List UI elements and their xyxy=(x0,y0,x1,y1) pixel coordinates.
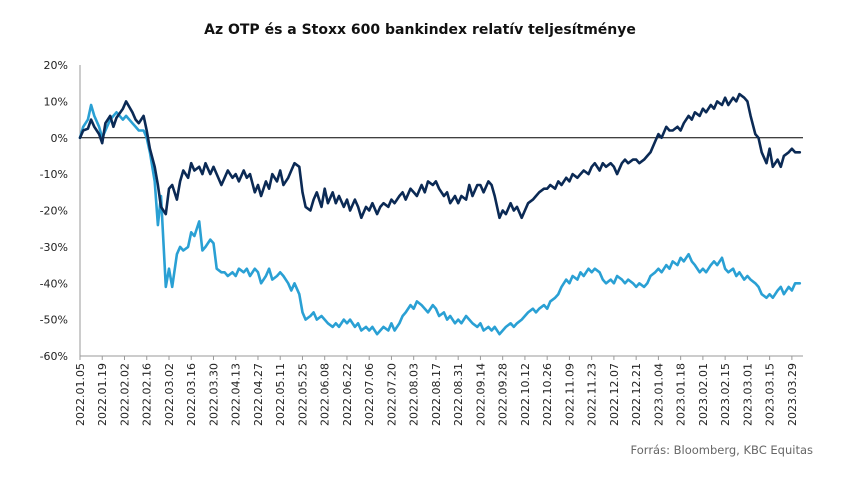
chart-title: Az OTP és a Stoxx 600 bankindex relatív … xyxy=(204,22,636,38)
y-tick-label: -10% xyxy=(40,168,68,181)
x-tick-label: 2022.08.31 xyxy=(452,363,465,426)
source-note: Forrás: Bloomberg, KBC Equitas xyxy=(631,443,813,457)
x-axis: 2022.01.05 2022.01.19 2022.02.02 2022.02.16… xyxy=(74,355,803,426)
x-tick-label: 2022.05.11 xyxy=(274,363,287,426)
y-tick-label: -50% xyxy=(40,314,68,327)
series-line-light xyxy=(78,103,802,336)
y-axis: 20% 10% 0% -10% -20% -30% -40% -50% -60% xyxy=(40,59,803,363)
series-line-dark xyxy=(78,92,802,220)
x-tick-label: 2022.06.22 xyxy=(341,363,354,426)
x-tick-label: 2022.10.26 xyxy=(541,363,554,426)
x-tick-label: 2022.09.14 xyxy=(474,363,487,426)
x-tick-label: 2022.12.21 xyxy=(630,363,643,426)
x-tick-label: 2022.10.12 xyxy=(519,363,532,426)
y-tick-label: -40% xyxy=(40,277,68,290)
y-tick-label: 10% xyxy=(44,95,68,108)
y-tick-label: -30% xyxy=(40,241,68,254)
x-tick-label: 2022.01.19 xyxy=(96,363,109,426)
x-tick-label: 2023.03.15 xyxy=(764,363,777,426)
x-tick-label: 2022.03.30 xyxy=(207,363,220,426)
x-tick-label: 2022.06.08 xyxy=(319,363,332,426)
x-tick-label: 2022.03.02 xyxy=(163,363,176,426)
x-tick-label: 2022.11.09 xyxy=(563,363,576,426)
x-tick-label: 2022.08.03 xyxy=(408,363,421,426)
x-tick-label: 2022.02.02 xyxy=(118,363,131,426)
x-tick-label: 2022.03.16 xyxy=(185,363,198,426)
x-tick-label: 2022.07.06 xyxy=(363,363,376,426)
x-tick-label: 2022.08.17 xyxy=(430,363,443,426)
y-tick-label: -20% xyxy=(40,205,68,218)
y-tick-label: -60% xyxy=(40,350,68,363)
y-tick-label: 0% xyxy=(51,132,68,145)
x-tick-label: 2022.09.28 xyxy=(497,363,510,426)
series-group xyxy=(78,92,802,336)
x-tick-label: 2023.03.29 xyxy=(786,363,799,426)
x-tick-label: 2023.01.04 xyxy=(652,363,665,426)
x-tick-label: 2022.01.05 xyxy=(74,363,87,426)
x-tick-label: 2022.07.20 xyxy=(385,363,398,426)
x-tick-label: 2022.11.23 xyxy=(586,363,599,426)
x-tick-label: 2022.12.07 xyxy=(608,363,621,426)
x-tick-label: 2023.02.15 xyxy=(719,363,732,426)
y-tick-label: 20% xyxy=(44,59,68,72)
x-tick-label: 2022.04.13 xyxy=(230,363,243,426)
x-tick-label: 2023.01.18 xyxy=(675,363,688,426)
x-tick-label: 2022.02.16 xyxy=(141,363,154,426)
x-tick-label: 2023.02.01 xyxy=(697,363,710,426)
x-tick-label: 2023.03.01 xyxy=(741,363,754,426)
x-tick-label: 2022.04.27 xyxy=(252,363,265,426)
x-tick-label: 2022.05.25 xyxy=(296,363,309,426)
